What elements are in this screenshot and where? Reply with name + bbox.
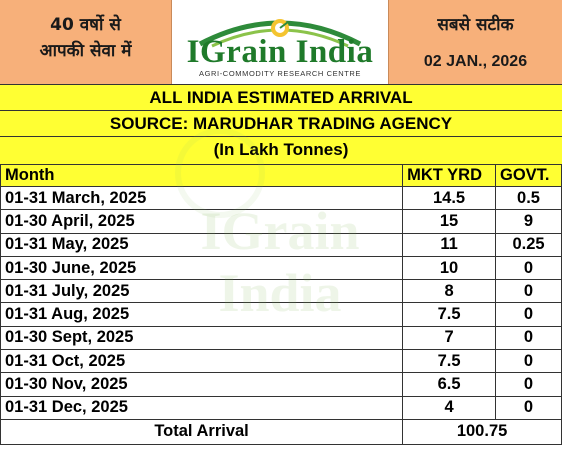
month-cell: 01-31 Dec, 2025: [0, 395, 404, 420]
header: 40 वर्षो से आपकी सेवा में IGrain India A…: [0, 0, 562, 84]
header-tagline-box: 40 वर्षो से आपकी सेवा में: [0, 0, 172, 84]
month-cell: 01-31 July, 2025: [0, 279, 404, 304]
table-row: 01-31 Oct, 2025 7.5 0: [0, 349, 562, 374]
arrival-table: Month MKT YRD GOVT. 01-31 March, 2025 14…: [0, 164, 562, 445]
govt-cell: 0: [495, 279, 562, 304]
govt-cell: 0: [495, 325, 562, 351]
govt-cell: 0: [495, 395, 562, 420]
mkt-yrd-cell: 15: [402, 209, 496, 234]
mkt-yrd-cell: 11: [402, 232, 496, 257]
mkt-yrd-cell: 10: [402, 255, 496, 281]
month-cell: 01-31 Oct, 2025: [0, 349, 404, 374]
title-line3: (In Lakh Tonnes): [0, 136, 562, 164]
col-header-govt: GOVT.: [495, 164, 562, 187]
govt-cell: 0: [495, 349, 562, 374]
total-label: Total Arrival: [0, 418, 404, 445]
title-line1: ALL INDIA ESTIMATED ARRIVAL: [0, 84, 562, 110]
month-cell: 01-30 June, 2025: [0, 255, 404, 281]
mkt-yrd-cell: 4: [402, 395, 496, 420]
govt-cell: 0.25: [495, 232, 562, 257]
table-row: 01-31 May, 2025 11 0.25: [0, 232, 562, 257]
govt-cell: 0.5: [495, 185, 562, 211]
grain-arc-icon: [198, 19, 362, 48]
logo: IGrain India AGRI-COMMODITY RESEARCH CEN…: [172, 0, 388, 84]
motto: सबसे सटीक: [437, 15, 514, 35]
table-row: 01-30 June, 2025 10 0: [0, 255, 562, 281]
table-row: 01-30 Nov, 2025 6.5 0: [0, 372, 562, 397]
col-header-month: Month: [0, 164, 404, 187]
report-date: 02 JAN., 2026: [423, 53, 528, 70]
table-row: 01-30 April, 2025 15 9: [0, 209, 562, 234]
mkt-yrd-cell: 6.5: [402, 372, 496, 397]
govt-cell: 9: [495, 209, 562, 234]
tagline-line2: आपकी सेवा में: [39, 41, 132, 61]
mkt-yrd-cell: 7.5: [402, 349, 496, 374]
total-row: Total Arrival 100.75: [0, 418, 562, 445]
table-row: 01-31 July, 2025 8 0: [0, 279, 562, 304]
header-date-box: सबसे सटीक 02 JAN., 2026: [388, 0, 562, 84]
govt-cell: 0: [495, 372, 562, 397]
mkt-yrd-cell: 8: [402, 279, 496, 304]
table-row: 01-31 March, 2025 14.5 0.5: [0, 185, 562, 211]
govt-cell: 0: [495, 255, 562, 281]
month-cell: 01-31 Aug, 2025: [0, 302, 404, 327]
tagline-line1: 40 वर्षो से: [50, 15, 121, 35]
mkt-yrd-cell: 14.5: [402, 185, 496, 211]
govt-cell: 0: [495, 302, 562, 327]
mkt-yrd-cell: 7: [402, 325, 496, 351]
logo-subtitle: AGRI-COMMODITY RESEARCH CENTRE: [198, 69, 362, 78]
total-value: 100.75: [402, 418, 562, 445]
table-header-row: Month MKT YRD GOVT.: [0, 164, 562, 187]
table-row: 01-31 Dec, 2025 4 0: [0, 395, 562, 420]
mkt-yrd-cell: 7.5: [402, 302, 496, 327]
col-header-mkt-yrd: MKT YRD: [402, 164, 496, 187]
month-cell: 01-30 Nov, 2025: [0, 372, 404, 397]
title-line2: SOURCE: MARUDHAR TRADING AGENCY: [0, 110, 562, 136]
month-cell: 01-30 April, 2025: [0, 209, 404, 234]
logo-name: IGrain India: [186, 34, 374, 70]
month-cell: 01-31 March, 2025: [0, 185, 404, 211]
month-cell: 01-30 Sept, 2025: [0, 325, 404, 351]
table-row: 01-30 Sept, 2025 7 0: [0, 325, 562, 351]
table-row: 01-31 Aug, 2025 7.5 0: [0, 302, 562, 327]
month-cell: 01-31 May, 2025: [0, 232, 404, 257]
